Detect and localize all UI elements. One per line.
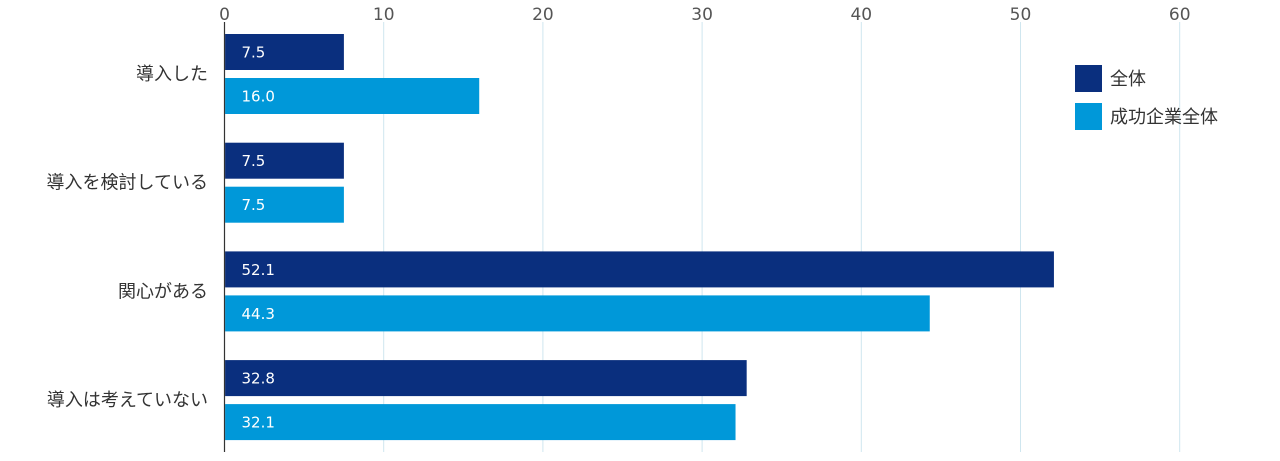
bar [225,251,1054,288]
legend-label: 成功企業全体 [1110,107,1218,128]
bar [225,295,930,332]
data-label: 16.0 [242,88,275,106]
data-label: 7.5 [242,152,266,170]
x-tick-label: 30 [691,5,713,25]
bar [225,78,480,114]
x-tick-label: 60 [1169,5,1191,25]
bar [225,186,344,223]
x-tick-label: 50 [1010,5,1032,25]
bar [225,142,344,179]
x-tick-label: 20 [532,5,554,25]
bar [225,404,736,441]
legend-swatch [1075,103,1102,130]
data-label: 7.5 [242,196,266,214]
x-tick-label: 40 [850,5,872,25]
x-tick-label: 0 [219,5,230,25]
data-label: 7.5 [242,44,266,62]
bars: 7.5 16.0 7.5 7.5 52.1 44.3 32.8 32.1 [225,34,1054,441]
data-label: 32.1 [242,414,275,432]
bar [225,34,344,70]
data-label: 32.8 [242,370,275,388]
x-tick-label: 10 [373,5,395,25]
category-label: 導入した [136,64,208,85]
legend-swatch [1075,65,1102,92]
x-axis-ticks: 0 10 20 30 40 50 60 [219,5,1190,25]
data-label: 52.1 [242,261,275,279]
data-label: 44.3 [242,305,275,323]
category-label: 導入は考えていない [47,390,208,411]
category-label: 導入を検討している [47,173,208,194]
legend-label: 全体 [1110,69,1146,90]
bar [225,360,747,397]
category-label: 関心がある [118,281,208,302]
